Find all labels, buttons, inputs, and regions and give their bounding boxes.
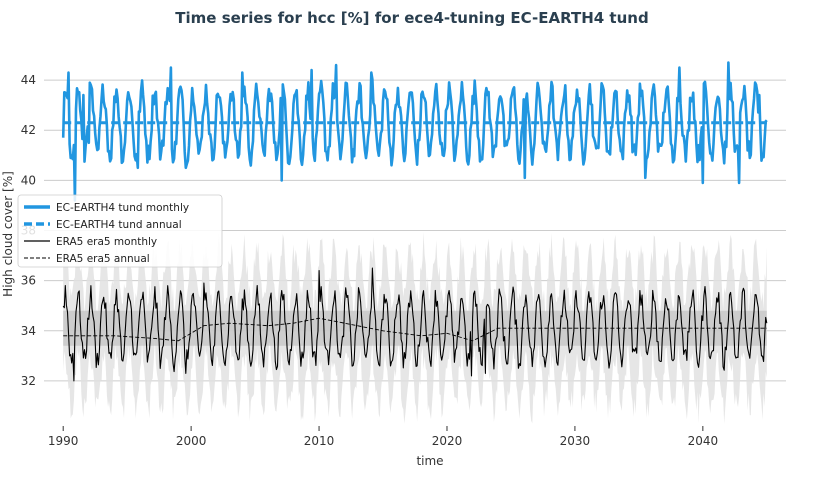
legend: EC-EARTH4 tund monthly EC-EARTH4 tund an…	[17, 194, 223, 268]
x-tick-label: 2010	[304, 434, 335, 448]
y-tick-label: 40	[21, 173, 36, 187]
y-tick-label: 42	[21, 123, 36, 137]
x-tick-label: 2000	[176, 434, 207, 448]
x-axis-ticks: 1990 2000 2010 2020 2030 2040	[48, 426, 718, 448]
series-line-era5-era5-annual	[63, 317, 767, 342]
uncertainty-bands	[63, 232, 767, 424]
series-line-ec-earth4-tund-monthly	[61, 61, 768, 202]
chart-title: Time series for hcc [%] for ece4-tuning …	[175, 9, 648, 27]
legend-label-obs-annual: ERA5 era5 annual	[56, 253, 150, 265]
legend-label-obs-monthly: ERA5 era5 monthly	[56, 236, 157, 248]
x-tick-label: 2020	[432, 434, 463, 448]
legend-label-model-monthly: EC-EARTH4 tund monthly	[56, 202, 189, 214]
x-tick-label: 2030	[560, 434, 591, 448]
legend-box	[17, 194, 223, 268]
x-tick-label: 2040	[688, 434, 719, 448]
series-lines	[61, 61, 768, 382]
x-axis-label: time	[416, 454, 443, 468]
y-tick-label: 32	[21, 374, 36, 388]
y-axis-label: High cloud cover [%]	[1, 171, 15, 297]
uncertainty-band	[63, 310, 767, 346]
series-line-era5-era5-monthly	[62, 267, 768, 382]
legend-label-model-annual: EC-EARTH4 tund annual	[56, 219, 182, 231]
y-tick-label: 44	[21, 73, 36, 87]
y-tick-label: 34	[21, 324, 36, 338]
y-tick-label: 36	[21, 274, 36, 288]
x-tick-label: 1990	[48, 434, 79, 448]
